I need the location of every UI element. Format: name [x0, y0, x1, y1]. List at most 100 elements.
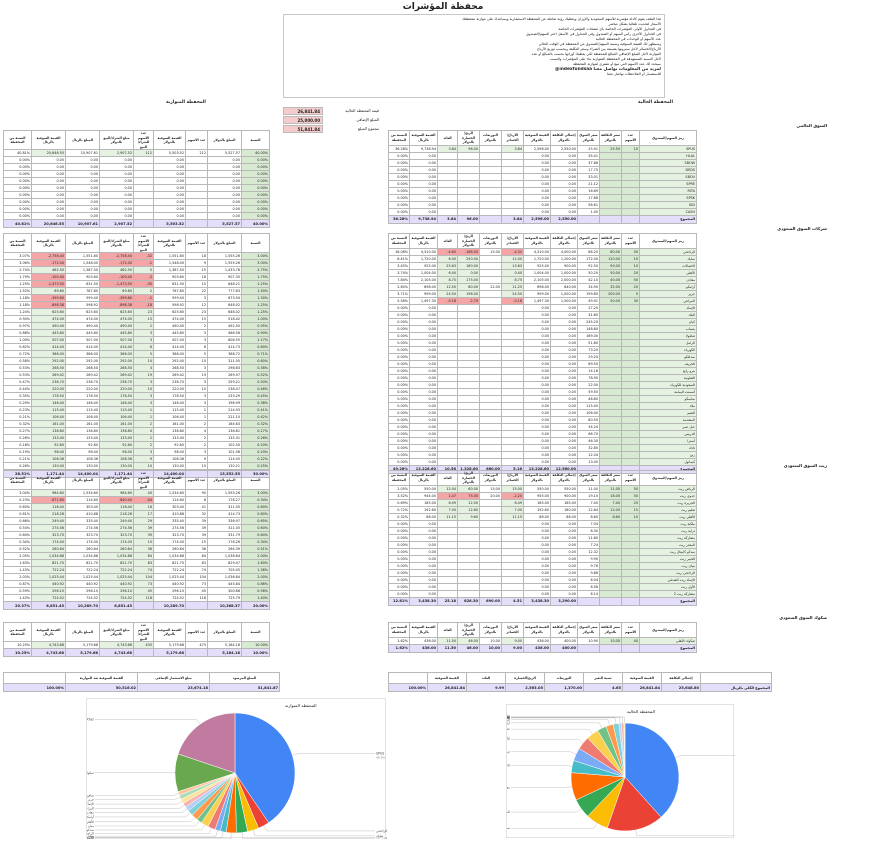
cell-pct[interactable]: 0.00%: [388, 186, 410, 195]
cell-cost[interactable]: [599, 331, 622, 340]
cell-plv[interactable]: 60.00: [457, 484, 480, 493]
cell-lsar[interactable]: 1,034.88: [65, 552, 100, 560]
cell-lamt[interactable]: 221.10: [207, 413, 242, 421]
cell-lq[interactable]: 1: [185, 413, 208, 421]
cell-qty[interactable]: [621, 519, 640, 528]
cell-lsar[interactable]: 1,387.50: [65, 266, 100, 274]
cell-lpp[interactable]: 0.00%: [3, 163, 32, 171]
cell-cost[interactable]: [599, 415, 622, 424]
cell-lpp[interactable]: 0.97%: [3, 322, 32, 330]
cell-pct[interactable]: 36.28%: [388, 144, 410, 153]
cell-lbamt[interactable]: 0.00: [99, 156, 134, 164]
cell-plv[interactable]: 175.00: [457, 275, 480, 284]
cell-lbamt[interactable]: -100.40: [99, 273, 134, 281]
cell-sym[interactable]: بترو رابغ: [639, 366, 697, 375]
cell-sym[interactable]: كيان: [639, 317, 697, 326]
table-row[interactable]: 0.00% 0.00 0.00 0.00 1.00 CASH: [388, 207, 697, 216]
cell-ret[interactable]: [437, 547, 458, 556]
cell-qty[interactable]: [621, 352, 640, 361]
cell-pct[interactable]: 0.00%: [388, 457, 410, 466]
cell-lpp[interactable]: 1.43%: [3, 566, 32, 574]
table-row[interactable]: 0.19% 98.40 98.40 98.40 3 98.40 3 101.58 0.20%: [3, 448, 270, 456]
cell-qty[interactable]: [621, 303, 640, 312]
cell-mkt[interactable]: 17.75: [577, 165, 600, 174]
cell-lpp[interactable]: 0.26%: [3, 434, 32, 442]
cell-lq[interactable]: 32: [185, 510, 208, 518]
cell-mkt[interactable]: 92.50: [577, 261, 600, 270]
cell-lbamt[interactable]: -399.60: [99, 294, 134, 302]
cell-lmsar[interactable]: 220.00: [31, 385, 66, 393]
cell-tmkt[interactable]: 1,497.30: [523, 296, 551, 305]
cell-lpp[interactable]: 0.60%: [3, 503, 32, 511]
cell-mkt[interactable]: 10.90: [577, 636, 600, 645]
cell-lpp[interactable]: 0.44%: [3, 385, 32, 393]
cell-tcost[interactable]: 400.00: [550, 636, 578, 645]
cell-qty[interactable]: [621, 158, 640, 167]
cell-lbq[interactable]: 10: [133, 462, 154, 470]
cell-pl[interactable]: [501, 186, 524, 195]
cell-pl[interactable]: [501, 172, 524, 181]
cell-lp[interactable]: 40.00%: [241, 149, 270, 157]
cell-pl[interactable]: -0.18: [501, 296, 524, 305]
cell-cost[interactable]: 25.50: [599, 144, 622, 153]
cell-sar[interactable]: 0.00: [409, 380, 438, 389]
cell-ret[interactable]: 8.75: [437, 275, 458, 284]
cell-pl[interactable]: [501, 422, 524, 431]
cell-cost[interactable]: [599, 186, 622, 195]
cell-lsar[interactable]: 767.80: [65, 287, 100, 295]
cell-cost[interactable]: [599, 200, 622, 209]
table-row[interactable]: 0.00% 0.00 0.00 0.00 17.75 DEDS: [388, 165, 697, 174]
table-row[interactable]: 0.00% 0.00 0.00 0.00 29.20 سدافكو: [388, 352, 697, 361]
cell-plv[interactable]: 250.00: [457, 254, 480, 263]
cell-tmkt[interactable]: 0.00: [523, 165, 551, 174]
cell-lmv[interactable]: 440.92: [153, 580, 186, 588]
cell-plv[interactable]: [457, 373, 480, 382]
cell-lp[interactable]: 0.50%: [241, 378, 270, 386]
cell-mkt[interactable]: 89.50: [577, 359, 600, 368]
cell-tcost[interactable]: 0.00: [550, 207, 578, 216]
cell-lbamt[interactable]: 625.60: [99, 308, 134, 316]
table-row[interactable]: 0.81% 218.28 410.88 218.28 17 410.88 32 414.73 0…: [3, 510, 270, 518]
cell-lmsar[interactable]: 0.00: [31, 170, 66, 178]
cell-tmkt[interactable]: 0.00: [523, 554, 551, 563]
cell-lamt[interactable]: 102.50: [207, 441, 242, 449]
cell-tcost[interactable]: 0.00: [550, 165, 578, 174]
cell-lmv[interactable]: 114.60: [153, 496, 186, 504]
cell-lamt[interactable]: 0.00: [207, 156, 242, 164]
cell-lmsar[interactable]: -172.00: [31, 259, 66, 267]
cell-tcost[interactable]: 0.00: [550, 151, 578, 160]
cell-lbamt[interactable]: 474.00: [99, 315, 134, 323]
cell-sym[interactable]: الدريس: [639, 429, 697, 438]
cell-lsar[interactable]: 106.40: [65, 413, 100, 421]
cell-lbq[interactable]: 29: [133, 517, 154, 525]
cell-lamt[interactable]: 1,555.26: [207, 252, 242, 260]
cell-lamt[interactable]: 368.72: [207, 350, 242, 358]
cell-lmsar[interactable]: 249.40: [31, 517, 66, 525]
cell-tmkt[interactable]: 0.00: [523, 303, 551, 312]
cell-sym[interactable]: سابك: [639, 254, 697, 263]
cell-lpp[interactable]: 0.00%: [3, 212, 32, 220]
cell-lsar[interactable]: 598.92: [65, 301, 100, 309]
cell-lbq[interactable]: 435: [133, 641, 154, 649]
cell-sar[interactable]: 0.00: [409, 200, 438, 209]
cell-plv[interactable]: [457, 186, 480, 195]
cell-lsar[interactable]: 108.36: [65, 455, 100, 463]
cell-ret[interactable]: [437, 422, 458, 431]
cell-pct[interactable]: 0.32%: [388, 512, 410, 521]
cell-lamt[interactable]: 233.29: [207, 392, 242, 400]
table-row[interactable]: 0.00% 0.00 0.00 0.00 34.20 جبل عمر: [388, 422, 697, 431]
cell-cost[interactable]: [599, 380, 622, 389]
cell-ret[interactable]: [437, 415, 458, 424]
cell-tmkt[interactable]: 4,310.00: [523, 247, 551, 256]
cell-ret[interactable]: [437, 540, 458, 549]
table-row[interactable]: 10.25% 4,743.68 5,179.68 4,743.68 435 5,179.6…: [3, 641, 270, 649]
cell-cost[interactable]: [599, 345, 622, 354]
cell-pct[interactable]: 0.00%: [388, 429, 410, 438]
cell-lsar[interactable]: 92.60: [65, 441, 100, 449]
cell-pl[interactable]: [501, 359, 524, 368]
cell-qty[interactable]: [621, 394, 640, 403]
cell-lp[interactable]: 1.30%: [241, 294, 270, 302]
cell-lbq[interactable]: [133, 184, 154, 192]
cell-lmv[interactable]: 296.10: [153, 587, 186, 595]
cell-pct[interactable]: 0.00%: [388, 582, 410, 591]
